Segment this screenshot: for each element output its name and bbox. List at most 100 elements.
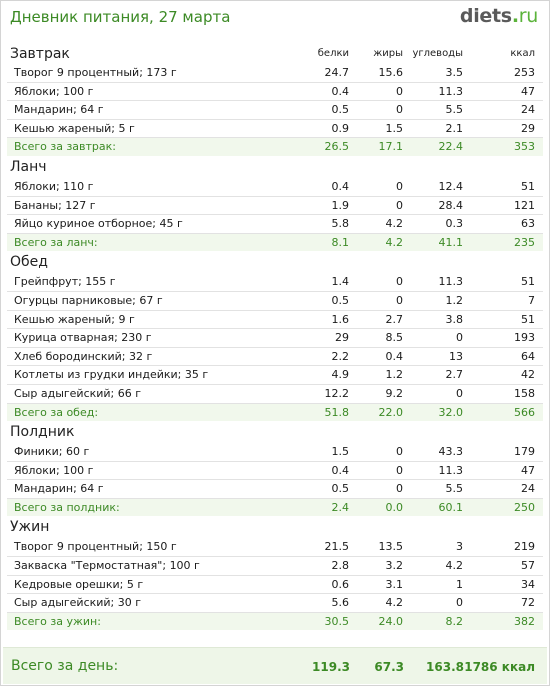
protein-value: 0.9 — [331, 121, 350, 135]
protein-value: 5.8 — [331, 217, 350, 231]
fat-total: 4.2 — [385, 235, 404, 249]
day-kcal-total: 1786 ккал — [464, 660, 535, 674]
carbs-value: 11.3 — [438, 463, 464, 477]
logo-tld: ru — [518, 5, 539, 27]
table-row: Хлеб бородинский; 32 г 2.2 0.4 13 64 — [7, 348, 543, 367]
meal-section-supper: Ужин Творог 9 процентный; 150 г 21.5 13.5 3… — [0, 516, 550, 631]
carbs-total: 8.2 — [445, 614, 464, 628]
protein-value: 5.6 — [331, 596, 350, 610]
protein-value: 0.4 — [331, 463, 350, 477]
total-label: Всего за ланч: — [14, 235, 98, 249]
kcal-value: 64 — [521, 349, 535, 363]
food-name: Кешью жареный; 9 г — [14, 312, 135, 326]
protein-value: 21.5 — [324, 540, 350, 554]
protein-total: 2.4 — [331, 500, 350, 514]
logo-dot: . — [511, 5, 519, 27]
protein-value: 12.2 — [324, 386, 350, 400]
fat-value: 15.6 — [378, 66, 404, 79]
carbs-total: 22.4 — [438, 140, 464, 154]
protein-value: 0.6 — [331, 577, 350, 591]
protein-value: 29 — [335, 331, 349, 345]
fat-total: 0.0 — [385, 500, 404, 514]
meal-title: Полдник — [10, 424, 75, 441]
food-name: Мандарин; 64 г — [14, 482, 104, 496]
kcal-total: 250 — [514, 500, 535, 514]
food-name: Финики; 60 г — [14, 445, 90, 459]
protein-total: 26.5 — [324, 140, 350, 154]
table-row: Финики; 60 г 1.5 0 43.3 179 — [7, 443, 543, 462]
protein-value: 0.5 — [331, 482, 350, 496]
site-logo[interactable]: diets.ru — [460, 5, 538, 27]
protein-total: 51.8 — [324, 405, 350, 419]
food-name: Сыр адыгейский; 30 г — [14, 596, 142, 610]
fat-value: 0 — [396, 482, 403, 496]
total-label: Всего за полдник: — [14, 500, 120, 514]
protein-value: 1.6 — [331, 312, 350, 326]
table-row: Сыр адыгейский; 30 г 5.6 4.2 0 72 — [7, 594, 543, 613]
carbs-value: 13 — [449, 349, 463, 363]
fat-value: 13.5 — [378, 540, 404, 554]
meal-total-row: Всего за ужин: 30.5 24.0 8.2 382 — [7, 612, 543, 631]
meal-total-row: Всего за завтрак: 26.5 17.1 22.4 353 — [7, 138, 543, 156]
logo-main: diets — [459, 5, 512, 27]
meal-title: Ланч — [10, 158, 47, 175]
food-name: Сыр адыгейский; 66 г — [14, 386, 142, 400]
fat-value: 0 — [396, 293, 403, 307]
carbs-value: 3.5 — [445, 66, 464, 79]
carbs-value: 2.1 — [445, 121, 464, 135]
meal-section-dinner: Обед Грейпфрут; 155 г 1.4 0 11.3 51 Огурцы п… — [0, 251, 550, 422]
carbs-value: 0 — [456, 596, 463, 610]
carbs-value: 1.2 — [445, 293, 464, 307]
day-total-bar: Всего за день: 119.3 67.3 163.8 1786 кка… — [3, 647, 547, 684]
fat-value: 3.2 — [385, 559, 404, 573]
total-label: Всего за обед: — [14, 405, 99, 419]
food-name: Огурцы парниковые; 67 г — [14, 293, 163, 307]
fat-value: 0.4 — [385, 349, 404, 363]
fat-value: 1.2 — [385, 368, 404, 382]
food-name: Кешью жареный; 5 г — [14, 121, 135, 135]
protein-value: 24.7 — [324, 66, 350, 79]
kcal-value: 63 — [521, 217, 535, 231]
carbs-value: 5.5 — [445, 482, 464, 496]
table-row: Сыр адыгейский; 66 г 12.2 9.2 0 158 — [7, 385, 543, 404]
fat-value: 0 — [396, 198, 403, 212]
kcal-total: 235 — [514, 235, 535, 249]
fat-total: 17.1 — [378, 140, 404, 154]
meal-section-snack: Полдник Финики; 60 г 1.5 0 43.3 179 Яблоки; … — [0, 421, 550, 517]
meal-title: Завтрак — [10, 46, 70, 62]
day-protein-total: 119.3 — [312, 660, 350, 674]
kcal-value: 193 — [514, 331, 535, 345]
table-row: Огурцы парниковые; 67 г 0.5 0 1.2 7 — [7, 292, 543, 311]
protein-value: 2.2 — [331, 349, 350, 363]
food-name: Котлеты из грудки индейки; 35 г — [14, 368, 209, 382]
food-name: Яйцо куриное отборное; 45 г — [14, 217, 183, 231]
kcal-value: 72 — [521, 596, 535, 610]
meal-section-lunch: Ланч Яблоки; 110 г 0.4 0 12.4 51 Бананы; 127… — [0, 156, 550, 252]
food-name: Мандарин; 64 г — [14, 103, 104, 117]
carbs-value: 4.2 — [445, 559, 464, 573]
meal-total-row: Всего за ланч: 8.1 4.2 41.1 235 — [7, 233, 543, 252]
kcal-total: 353 — [514, 140, 535, 154]
kcal-value: 253 — [514, 66, 535, 79]
table-row: Кешью жареный; 9 г 1.6 2.7 3.8 51 — [7, 311, 543, 330]
table-row: Яблоки; 100 г 0.4 0 11.3 47 — [7, 83, 543, 102]
carbs-value: 43.3 — [438, 445, 464, 459]
fat-value: 4.2 — [385, 596, 404, 610]
carbs-value: 11.3 — [438, 275, 464, 289]
protein-total: 30.5 — [324, 614, 350, 628]
column-kcal: ккал — [510, 48, 535, 59]
carbs-total: 41.1 — [438, 235, 464, 249]
table-row: Грейпфрут; 155 г 1.4 0 11.3 51 — [7, 273, 543, 292]
food-name: Курица отварная; 230 г — [14, 331, 152, 345]
protein-value: 0.4 — [331, 84, 350, 98]
table-row: Яблоки; 110 г 0.4 0 12.4 51 — [7, 178, 543, 197]
kcal-value: 51 — [521, 179, 535, 193]
page-title: Дневник питания, 27 марта — [10, 8, 231, 26]
fat-value: 0 — [396, 445, 403, 459]
protein-value: 1.9 — [331, 198, 350, 212]
kcal-value: 34 — [521, 577, 535, 591]
kcal-value: 158 — [514, 386, 535, 400]
diary-table: Завтрак белки жиры углеводы ккал Творог … — [0, 44, 550, 631]
carbs-value: 1 — [456, 577, 463, 591]
day-total-label: Всего за день: — [11, 658, 119, 674]
